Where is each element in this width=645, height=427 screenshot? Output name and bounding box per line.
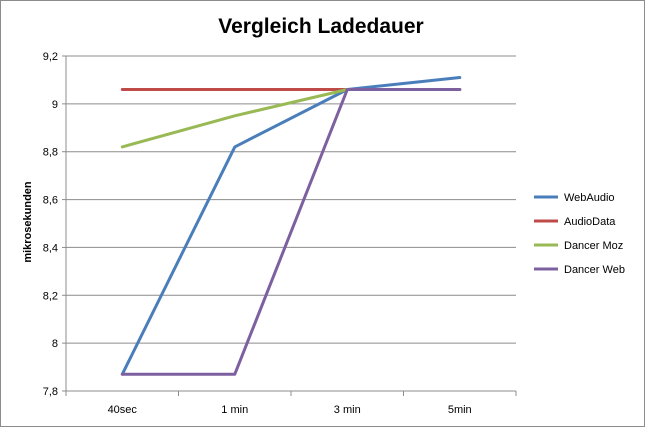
y-tick-label: 8,8 — [43, 147, 58, 159]
y-tick-label: 8,2 — [43, 290, 58, 302]
chart-title: Vergleich Ladedauer — [218, 15, 423, 38]
y-tick-label: 9,2 — [43, 51, 58, 63]
series-line-dancer-web — [120, 88, 462, 376]
x-tick-label: 5min — [448, 404, 472, 416]
y-axis-label: mikrosekunden — [22, 181, 34, 263]
y-tick-label: 8,6 — [43, 195, 58, 207]
axes — [62, 55, 517, 396]
legend-label: Dancer Moz — [564, 240, 623, 252]
series-lines — [120, 76, 462, 376]
x-tick-label: 3 min — [334, 404, 361, 416]
x-tick-label: 40sec — [108, 404, 138, 416]
x-tick-labels: 40sec 1 min 3 min 5min — [108, 404, 472, 416]
legend-label: WebAudio — [564, 192, 615, 204]
legend-label: AudioData — [564, 216, 616, 228]
y-tick-label: 7,8 — [43, 386, 58, 398]
series-line-webaudio — [120, 76, 462, 376]
y-tick-label: 8 — [52, 338, 58, 350]
legend-label: Dancer Web — [564, 264, 625, 276]
y-tick-label: 9 — [52, 99, 58, 111]
legend: WebAudio AudioData Dancer Moz Dancer Web — [534, 192, 625, 276]
y-tick-label: 8,4 — [43, 242, 58, 254]
x-tick-label: 1 min — [221, 404, 248, 416]
y-tick-labels: 7,8 8 8,2 8,4 8,6 8,8 9 9,2 — [43, 51, 58, 398]
gridlines — [66, 55, 516, 344]
